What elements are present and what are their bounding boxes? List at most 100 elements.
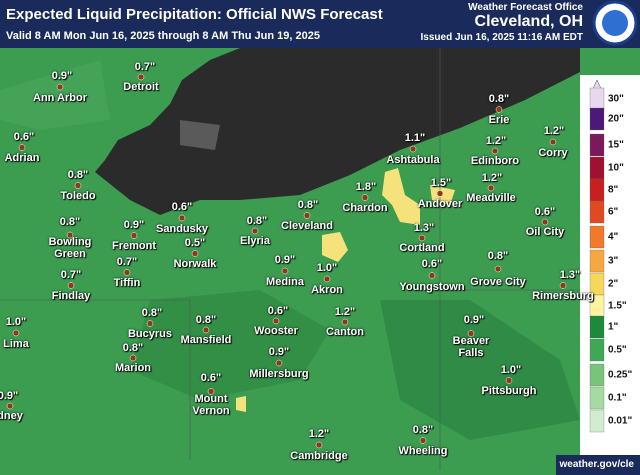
city-amount: 0.6"	[421, 258, 443, 270]
city-dot	[123, 269, 131, 276]
city-amount: 0.9"	[463, 314, 485, 326]
city-dot	[275, 359, 283, 367]
city-amount: 1.8"	[355, 181, 377, 193]
city-name: Ann Arbor	[33, 92, 87, 104]
city-dot	[467, 330, 475, 337]
legend-label: 1.5"	[608, 300, 627, 312]
city-dot	[202, 326, 210, 334]
city-dot	[12, 329, 20, 337]
city-amount: 0.6"	[200, 372, 222, 384]
city-amount: 0.8"	[487, 250, 509, 262]
city-dot	[272, 317, 280, 325]
legend-label: 0.01"	[608, 415, 633, 427]
city-name: Edinboro	[470, 155, 520, 167]
city-dot	[18, 144, 26, 151]
city-dot	[495, 106, 503, 113]
city-amount: 0.9"	[268, 346, 290, 358]
city-amount: 0.9"	[274, 254, 296, 266]
city-name: Meadville	[466, 192, 516, 204]
city-amount: 0.6"	[534, 206, 556, 218]
city-amount: 0.9"	[0, 390, 19, 402]
legend-swatch	[589, 363, 605, 387]
city-name: Pittsburgh	[481, 385, 537, 397]
city-amount: 0.8"	[488, 93, 510, 105]
city-amount: 0.8"	[246, 215, 268, 227]
city-name: Wooster	[254, 325, 298, 337]
city-dot	[137, 73, 145, 81]
city-name: Wheeling	[398, 445, 448, 457]
city-name: Ashtabula	[386, 154, 440, 166]
city-amount: 0.9"	[123, 219, 145, 231]
city-dot	[505, 377, 513, 384]
city-dot	[66, 231, 74, 239]
city-name: Chardon	[342, 202, 388, 214]
city-amount: 1.2"	[543, 125, 565, 137]
city-name: Norwalk	[173, 258, 217, 270]
city-amount: 0.5"	[184, 237, 206, 249]
city-name: Marion	[114, 362, 152, 374]
city-name: dney	[0, 410, 23, 422]
city-amount: 0.8"	[122, 342, 144, 354]
city-amount: 1.0"	[500, 364, 522, 376]
legend-swatch	[589, 156, 605, 180]
city-amount: 1.2"	[481, 172, 503, 184]
city-dot	[494, 265, 502, 273]
city-name: Fremont	[112, 240, 156, 252]
city-name: Adrian	[4, 152, 40, 164]
city-name: Grove City	[470, 276, 526, 288]
city-amount: 0.8"	[141, 307, 163, 319]
city-dot	[6, 402, 14, 410]
city-name: Millersburg	[249, 368, 309, 380]
city-name: Tiffin	[113, 277, 141, 289]
city-name: Toledo	[60, 190, 96, 202]
city-dot	[409, 145, 417, 153]
legend-label: 30"	[608, 93, 624, 105]
city-amount: 1.0"	[316, 262, 338, 274]
legend-label: 0.25"	[608, 369, 633, 381]
city-amount: 0.6"	[267, 305, 289, 317]
city-dot	[74, 182, 82, 189]
city-amount: 0.8"	[412, 424, 434, 436]
legend-label: 2"	[608, 278, 619, 290]
city-name: Sandusky	[156, 223, 208, 235]
legend-swatch	[589, 133, 605, 157]
city-dot	[541, 218, 549, 226]
footer-bar	[556, 455, 640, 475]
city-dot	[130, 232, 138, 239]
city-dot	[341, 318, 349, 326]
title: Expected Liquid Precipitation: Official …	[6, 6, 383, 23]
city-dot	[281, 267, 289, 275]
legend-swatch	[589, 178, 605, 202]
city-dot	[207, 388, 215, 395]
city-dot	[487, 184, 495, 192]
city-amount: 0.7"	[116, 256, 138, 268]
city-dot	[67, 282, 75, 289]
city-name: Medina	[266, 276, 304, 288]
city-amount: 0.7"	[134, 61, 156, 73]
legend-label: 1"	[608, 321, 619, 333]
city-name: Bowling Green	[48, 236, 92, 260]
city-amount: 0.6"	[13, 131, 35, 143]
city-dot	[303, 212, 311, 219]
rain-area	[0, 60, 110, 130]
city-name: Cortland	[399, 242, 445, 254]
legend-swatch	[589, 386, 605, 410]
city-amount: 1.2"	[485, 135, 507, 147]
city-amount: 0.8"	[195, 314, 217, 326]
city-name: Detroit	[123, 81, 159, 93]
legend-swatch	[589, 338, 605, 362]
lake-shallow	[180, 120, 220, 150]
city-dot	[559, 282, 567, 289]
rain-area	[322, 232, 348, 262]
city-amount: 1.3"	[559, 269, 581, 281]
city-dot	[428, 272, 436, 279]
city-name: Bucyrus	[127, 328, 173, 340]
city-name: Corry	[538, 147, 568, 159]
city-name: Cleveland	[281, 220, 333, 232]
legend-swatch	[589, 225, 605, 249]
city-amount: 1.2"	[308, 428, 330, 440]
city-amount: 1.0"	[5, 316, 27, 328]
location: Cleveland, OH	[474, 13, 583, 30]
city-name: Elyria	[240, 235, 270, 247]
